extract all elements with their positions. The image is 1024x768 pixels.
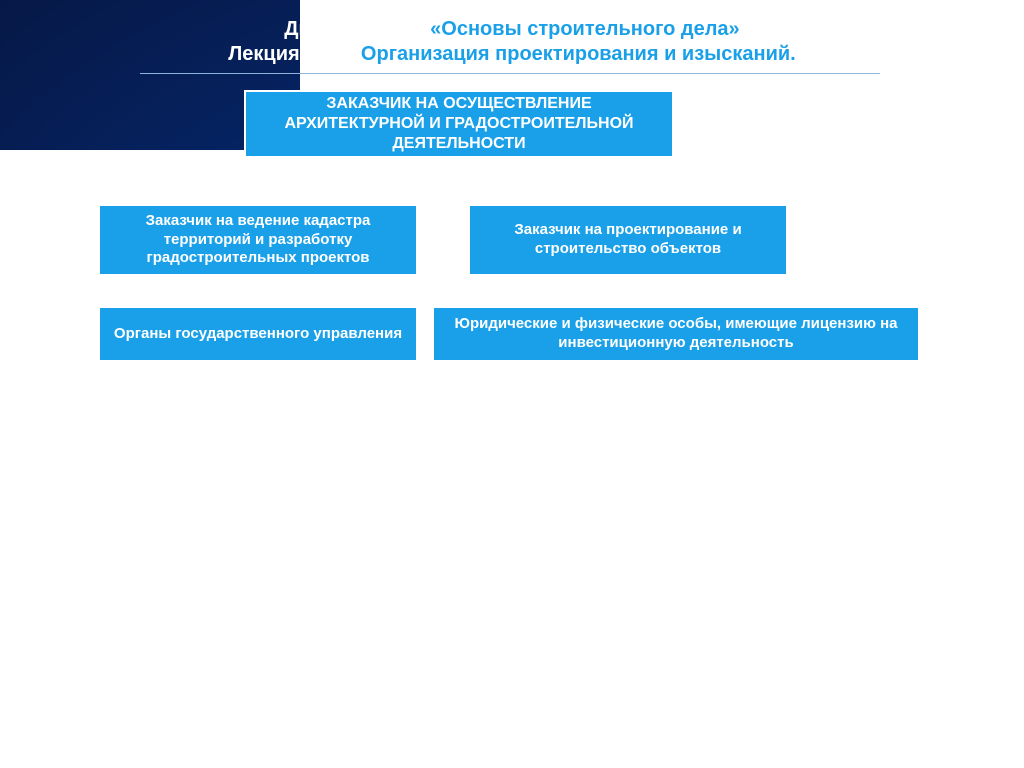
obligation-item: Обеспечить авторский надзор или авторско… — [62, 611, 522, 656]
lecture-label: Лекция №20 — [228, 43, 350, 65]
box-right2: Юридические и физические особы, имеющие … — [432, 306, 920, 362]
obligation-item: Получить разрешение на проектирование и … — [62, 450, 522, 495]
box-left1: Заказчик на ведение кадастра территорий … — [98, 204, 418, 276]
obligations-list: Получить разрешение на проектирование и … — [62, 450, 522, 680]
box-root: ЗАКАЗЧИК НА ОСУЩЕСТВЛЕНИЕ АРХИТЕКТУРНОЙ … — [244, 90, 674, 158]
box-left2: Органы государственного управления — [98, 306, 418, 362]
lecture-title: Организация проектирования и изысканий. — [361, 43, 796, 65]
right-item: Участвовать в выборе площадки для строит… — [590, 450, 980, 495]
box-pra: Права — [590, 388, 760, 422]
slide-header: Дисциплина: «Основы строительного дела» … — [0, 18, 1024, 66]
box-right1: Заказчик на проектирование и строительст… — [468, 204, 788, 276]
rights-list: Участвовать в выборе площадки для строит… — [590, 450, 980, 662]
box-obl: Обязанности — [378, 388, 548, 422]
discipline-title: «Основы строительного дела» — [430, 18, 740, 40]
obligation-item: Обеспечить разработку, согласование, экс… — [62, 519, 522, 587]
right-item: Проводить конкурс на право проектировани… — [590, 599, 980, 644]
header-divider — [140, 73, 880, 74]
right-item: Выбирать разработчиков архитектурного и … — [590, 513, 980, 581]
discipline-label: Дисциплина: — [284, 18, 413, 40]
